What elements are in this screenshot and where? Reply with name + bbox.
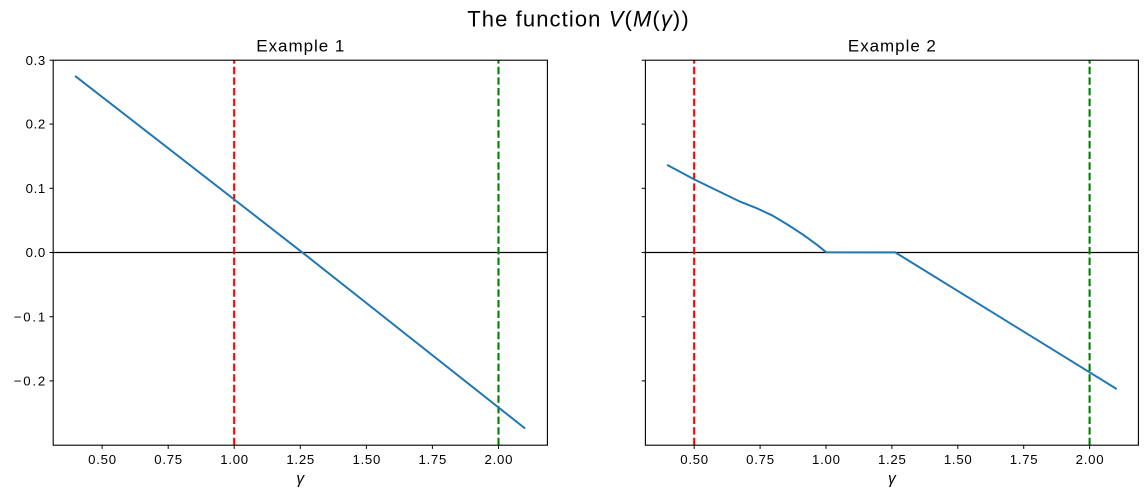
svg-text:1.50: 1.50 [352, 452, 380, 467]
svg-text:0.2: 0.2 [26, 117, 46, 132]
svg-text:1.75: 1.75 [1010, 452, 1038, 467]
svg-text:0.1: 0.1 [26, 181, 46, 196]
svg-text:2.00: 2.00 [485, 452, 513, 467]
svg-text:0.50: 0.50 [88, 452, 116, 467]
svg-text:−0.1: −0.1 [14, 309, 45, 324]
svg-text:0.0: 0.0 [26, 245, 46, 260]
svg-text:2.00: 2.00 [1076, 452, 1104, 467]
svg-text:−0.2: −0.2 [14, 374, 45, 389]
svg-text:Example 2: Example 2 [848, 37, 936, 56]
svg-text:γ: γ [888, 471, 897, 488]
svg-text:1.25: 1.25 [286, 452, 314, 467]
svg-text:1.25: 1.25 [878, 452, 906, 467]
svg-text:0.75: 0.75 [746, 452, 774, 467]
svg-text:Example 1: Example 1 [256, 37, 344, 56]
svg-text:0.3: 0.3 [26, 53, 46, 68]
svg-text:0.50: 0.50 [680, 452, 708, 467]
svg-text:1.75: 1.75 [418, 452, 446, 467]
svg-text:1.00: 1.00 [220, 452, 248, 467]
svg-text:γ: γ [296, 471, 305, 488]
svg-text:0.75: 0.75 [154, 452, 182, 467]
svg-text:1.00: 1.00 [812, 452, 840, 467]
svg-text:The function V(M(γ)): The function V(M(γ)) [467, 6, 690, 31]
svg-text:1.50: 1.50 [944, 452, 972, 467]
